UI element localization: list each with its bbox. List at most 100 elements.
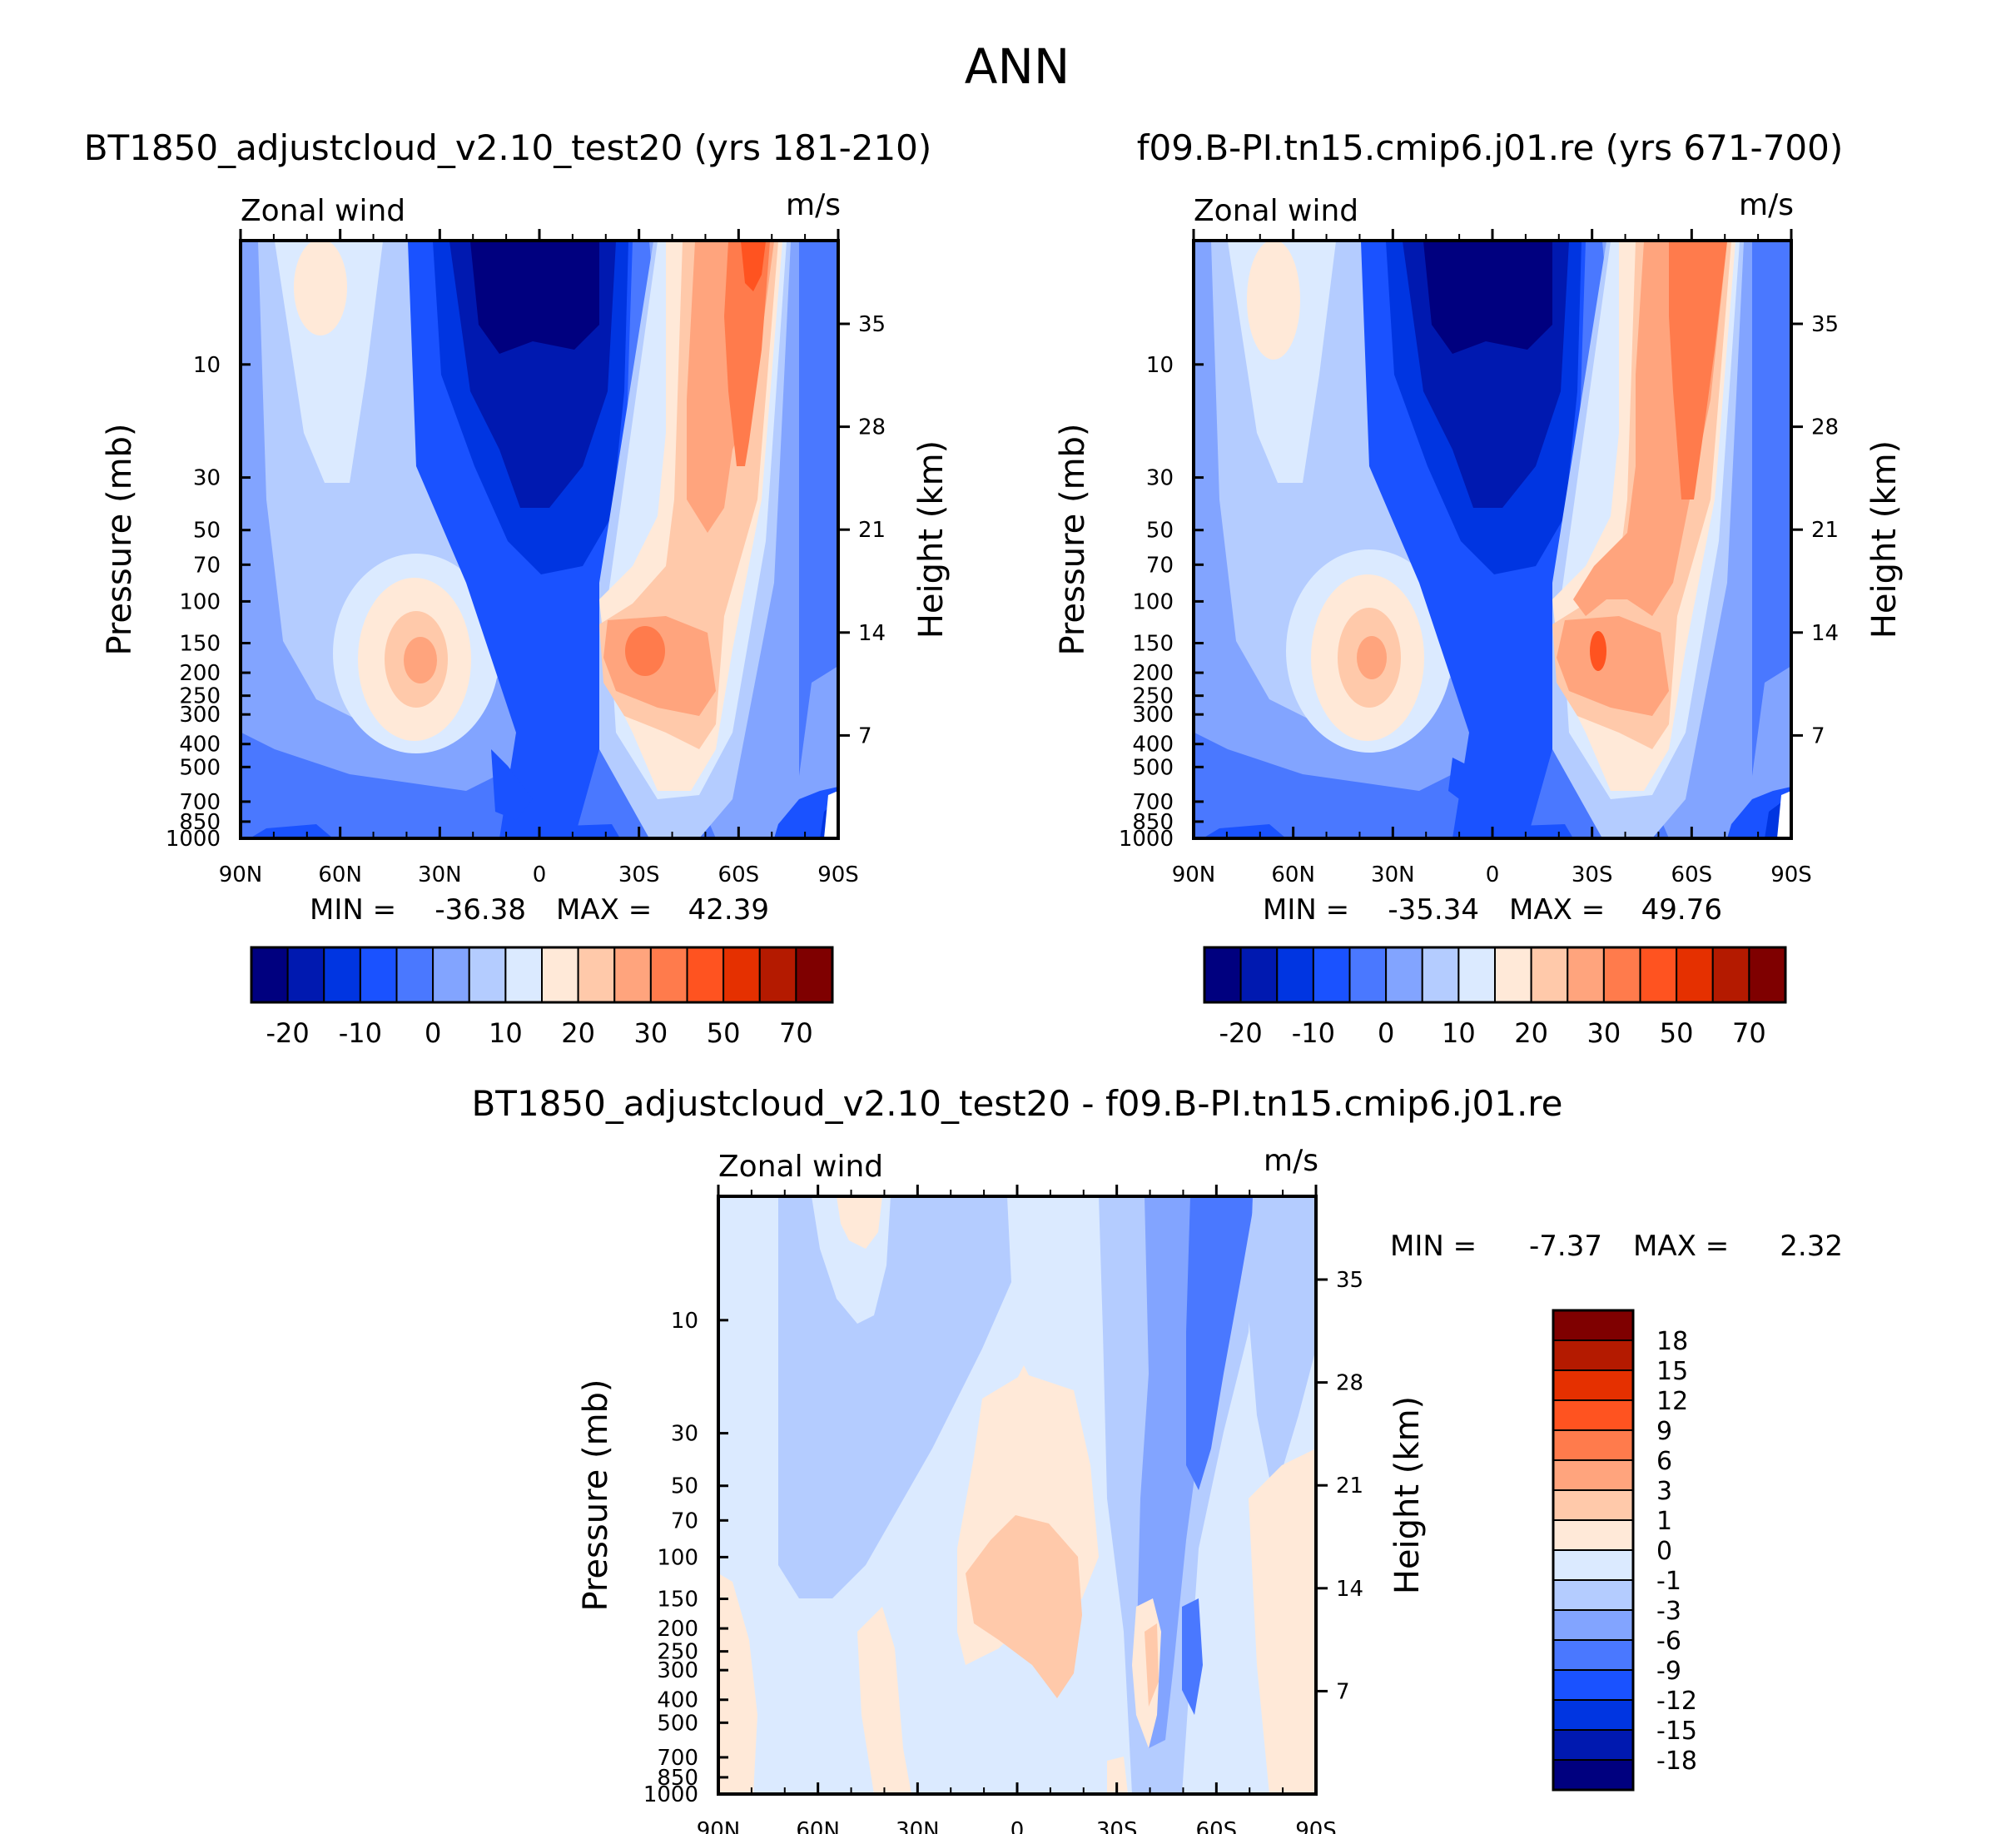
colorbar-swatch bbox=[1552, 1369, 1634, 1401]
panel-a-colorbar: -20 -10 0 10 20 30 50 70 bbox=[250, 946, 834, 1049]
x-tick-label: 30S bbox=[618, 862, 660, 887]
colorbar-label: 0 bbox=[425, 1017, 441, 1049]
contour-band bbox=[1107, 1757, 1128, 1794]
colorbar-label: -12 bbox=[1656, 1687, 1697, 1716]
panel-a-max-value: 42.39 bbox=[688, 893, 769, 927]
contour-band bbox=[1448, 758, 1482, 803]
contour-band bbox=[1145, 1623, 1159, 1707]
y-tick-label: 400 bbox=[657, 1688, 698, 1713]
colorbar-swatch bbox=[395, 947, 434, 1003]
colorbar-label: 1 bbox=[1656, 1507, 1672, 1536]
colorbar-swatch bbox=[1457, 947, 1496, 1003]
y-tick-label: 850 bbox=[1132, 810, 1174, 835]
y-right-tick-label: 7 bbox=[858, 723, 872, 748]
colorbar-swatch bbox=[1552, 1759, 1634, 1791]
panel-b-ylabel-right: Height (km) bbox=[1865, 440, 1904, 639]
colorbar-swatch bbox=[1494, 947, 1532, 1003]
contour-band bbox=[1249, 1196, 1316, 1499]
contour-band bbox=[824, 791, 838, 838]
colorbar-label: 30 bbox=[1587, 1017, 1621, 1049]
colorbar-label: 0 bbox=[1378, 1017, 1394, 1049]
x-tick-label: 0 bbox=[1010, 1818, 1025, 1834]
contour-band bbox=[966, 1515, 1082, 1698]
colorbar-swatch bbox=[1204, 947, 1242, 1003]
colorbar-swatch bbox=[649, 947, 688, 1003]
panel-c-contours bbox=[718, 1196, 1316, 1794]
y-tick-label: 400 bbox=[179, 733, 221, 758]
contour-band bbox=[470, 241, 599, 354]
x-tick-label: 30S bbox=[1572, 862, 1613, 887]
colorbar-swatch bbox=[359, 947, 398, 1003]
colorbar-swatch bbox=[1552, 1639, 1634, 1671]
contour-band bbox=[1186, 1196, 1255, 1490]
colorbar-swatch bbox=[1385, 947, 1423, 1003]
colorbar-label: 18 bbox=[1656, 1327, 1688, 1356]
x-tick-label: 90N bbox=[219, 862, 263, 887]
colorbar-swatch bbox=[1676, 947, 1714, 1003]
panel-a-min-value: -36.38 bbox=[434, 893, 526, 927]
y-tick-label: 10 bbox=[1146, 353, 1174, 378]
panel-c-left-label: Zonal wind bbox=[718, 1150, 883, 1184]
y-right-tick-label: 14 bbox=[1336, 1577, 1363, 1602]
colorbar-frame bbox=[1552, 1309, 1635, 1792]
contour-band bbox=[1669, 241, 1727, 500]
y-tick-label: 70 bbox=[671, 1508, 698, 1533]
contour-band bbox=[857, 1607, 911, 1794]
y-tick-label: 150 bbox=[657, 1588, 698, 1613]
contour-band bbox=[1015, 1365, 1032, 1415]
panel-a-max-label: MAX = bbox=[556, 893, 652, 927]
contour-band bbox=[741, 241, 766, 291]
colorbar-swatch bbox=[1552, 1699, 1634, 1731]
colorbar-label: -15 bbox=[1656, 1717, 1697, 1746]
colorbar-label: 70 bbox=[779, 1017, 813, 1049]
y-right-tick-label: 21 bbox=[858, 518, 886, 543]
contour-band bbox=[566, 824, 620, 838]
colorbar-swatch bbox=[432, 947, 470, 1003]
colorbar-label: -1 bbox=[1656, 1567, 1681, 1596]
y-tick-label: 100 bbox=[179, 589, 221, 614]
contour-band bbox=[1777, 791, 1791, 838]
colorbar-swatch bbox=[577, 947, 616, 1003]
panel-c-min-value: -7.37 bbox=[1529, 1230, 1602, 1263]
contour-band bbox=[1357, 636, 1387, 679]
x-tick-label: 60N bbox=[796, 1818, 840, 1834]
colorbar-swatch bbox=[1348, 947, 1388, 1003]
colorbar-label: -6 bbox=[1656, 1627, 1681, 1656]
panel-a-ylabel-right: Height (km) bbox=[912, 440, 951, 639]
colorbar-swatch bbox=[1711, 947, 1750, 1003]
contour-band bbox=[625, 626, 665, 676]
colorbar-label: 20 bbox=[1514, 1017, 1548, 1049]
y-right-tick-label: 7 bbox=[1811, 723, 1825, 748]
panel-b-ylabel: Pressure (mb) bbox=[1054, 423, 1092, 655]
colorbar-label: 15 bbox=[1656, 1357, 1688, 1386]
colorbar-swatch bbox=[613, 947, 652, 1003]
y-tick-label: 700 bbox=[179, 790, 221, 815]
y-tick-label: 50 bbox=[193, 519, 221, 544]
contour-band bbox=[1182, 1598, 1203, 1715]
panel-c-title: BT1850_adjustcloud_v2.10_test20 - f09.B-… bbox=[471, 1083, 1562, 1124]
contour-band bbox=[404, 637, 437, 683]
colorbar-swatch bbox=[1748, 947, 1786, 1003]
contour-band bbox=[1557, 616, 1669, 716]
colorbar-label: 9 bbox=[1656, 1417, 1672, 1446]
colorbar-swatch bbox=[1552, 1669, 1634, 1701]
colorbar-swatch bbox=[1552, 1729, 1634, 1761]
colorbar-label: -20 bbox=[266, 1017, 309, 1049]
panel-c: BT1850_adjustcloud_v2.10_test20 - f09.B-… bbox=[471, 1083, 1843, 1834]
colorbar-label: 3 bbox=[1656, 1477, 1672, 1506]
y-tick-label: 50 bbox=[671, 1474, 698, 1499]
contour-band bbox=[250, 824, 333, 838]
colorbar-label: 50 bbox=[707, 1017, 741, 1049]
colorbar-swatch bbox=[1552, 1429, 1634, 1461]
x-tick-label: 60S bbox=[718, 862, 760, 887]
y-tick-label: 250 bbox=[657, 1640, 698, 1665]
panel-c-max-value: 2.32 bbox=[1780, 1230, 1843, 1263]
colorbar-swatch bbox=[1552, 1399, 1634, 1431]
y-tick-label: 500 bbox=[1132, 755, 1174, 780]
panel-a-right-label: m/s bbox=[786, 188, 841, 222]
y-right-tick-label: 28 bbox=[1811, 415, 1839, 440]
y-right-tick-label: 35 bbox=[858, 312, 886, 337]
colorbar-swatch bbox=[1552, 1489, 1634, 1521]
x-tick-label: 60S bbox=[1196, 1818, 1238, 1834]
